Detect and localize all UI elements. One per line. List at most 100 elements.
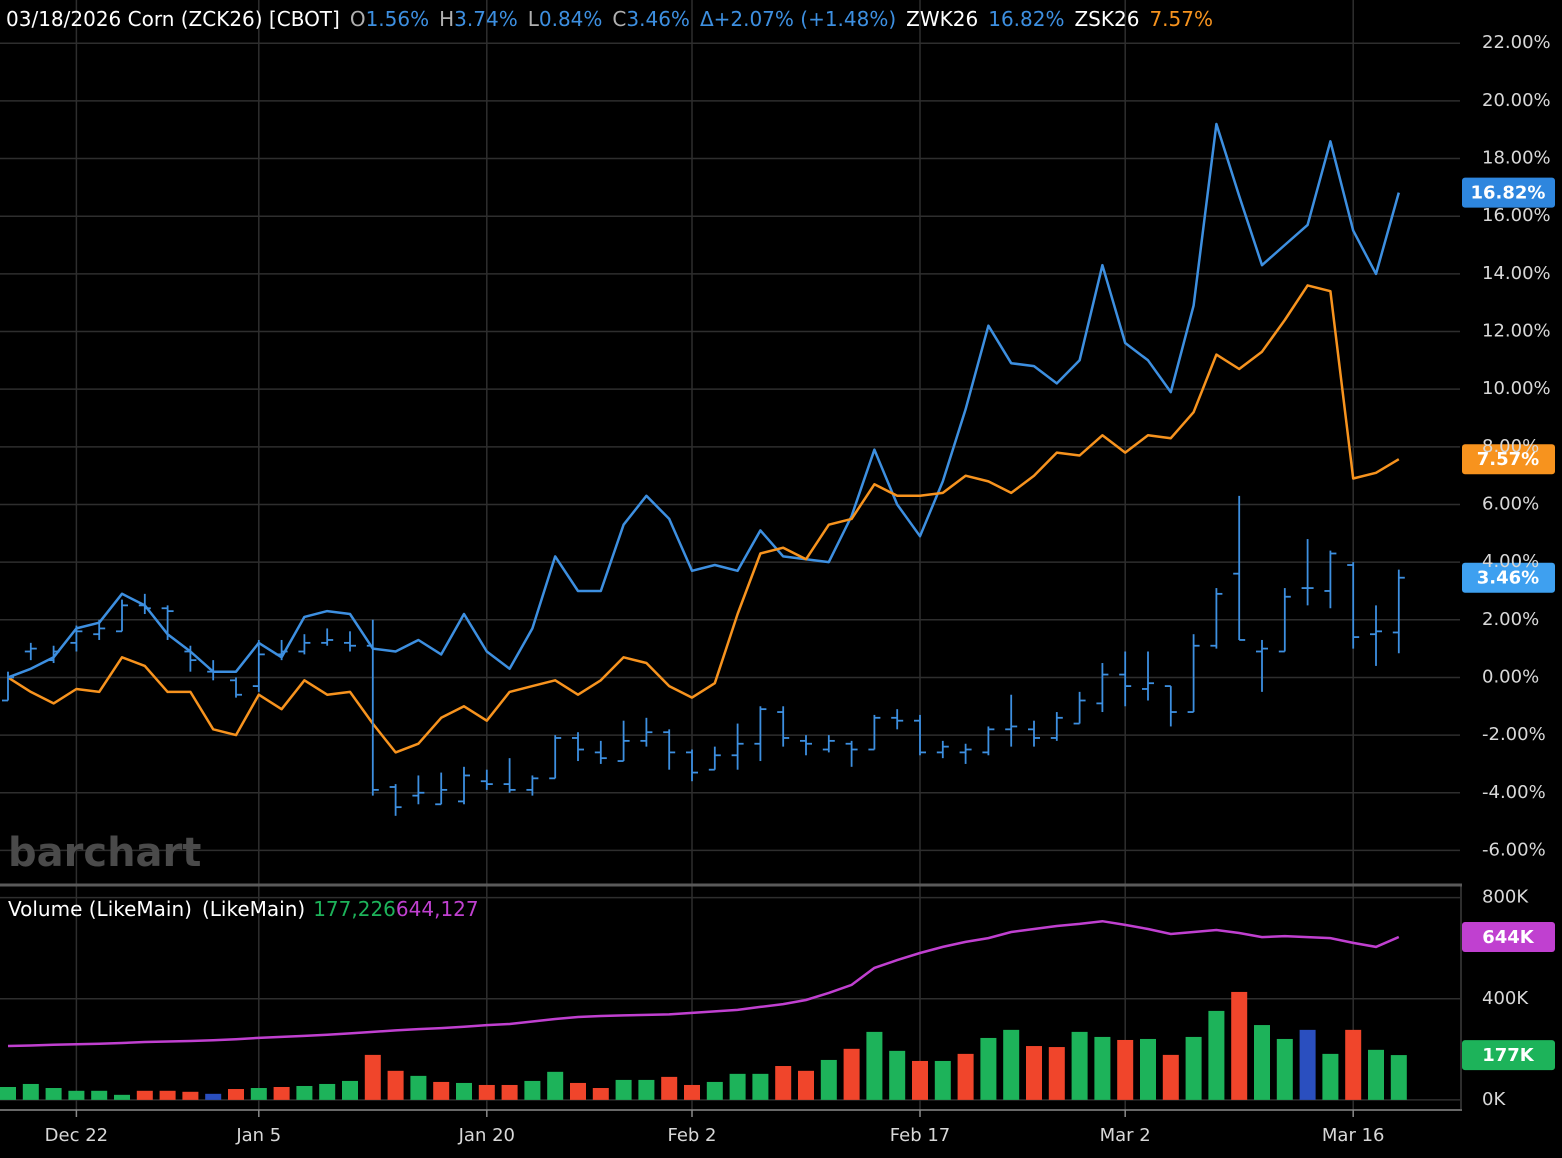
legend-name: ZSK26	[1074, 7, 1139, 31]
price-line	[7, 284, 1400, 754]
volume-bar	[22, 1083, 39, 1100]
volume-bar	[524, 1080, 541, 1100]
volume-bar	[1003, 1029, 1020, 1100]
volume-bar	[661, 1076, 678, 1100]
volume-bar	[250, 1088, 267, 1100]
volume-bar	[684, 1084, 700, 1100]
volume-bar	[296, 1085, 313, 1100]
badge-box	[1462, 1040, 1555, 1071]
volume-bar	[615, 1079, 632, 1100]
volume-bar	[775, 1066, 792, 1100]
volume-bar	[1276, 1038, 1293, 1100]
volume-bar	[228, 1089, 244, 1100]
volume-bar	[1368, 1049, 1384, 1100]
y-tick-label: -2.00%	[1482, 724, 1546, 745]
volume-bar	[91, 1090, 108, 1100]
y-tick-label: 2.00%	[1482, 609, 1539, 630]
volume-bar	[387, 1070, 404, 1100]
badge-label: 7.57%	[1477, 449, 1539, 470]
volume-bar	[1117, 1039, 1134, 1100]
badge-label: 177K	[1482, 1045, 1535, 1066]
legend-value: 644,127	[396, 897, 479, 921]
volume-bar	[1026, 1046, 1042, 1100]
y-tick-label: 10.00%	[1482, 378, 1551, 399]
badge-box	[1462, 177, 1555, 208]
x-tick-label: Feb 17	[890, 1125, 951, 1146]
y-tick-label: 6.00%	[1482, 493, 1539, 514]
volume-bar	[1322, 1053, 1339, 1100]
volume-bar	[114, 1094, 130, 1100]
volume-bar	[1299, 1029, 1316, 1100]
volume-bar	[1048, 1047, 1065, 1100]
readout-key: O	[350, 7, 366, 31]
volume-bar	[934, 1060, 951, 1100]
volume-bar	[1185, 1036, 1202, 1100]
y-tick-label: 14.00%	[1482, 263, 1551, 284]
volume-bar	[364, 1054, 381, 1100]
marks	[0, 122, 1407, 1100]
volume-bar	[1231, 991, 1248, 1100]
volume-bar	[501, 1084, 518, 1100]
volume-bar	[729, 1073, 746, 1100]
y-tick-label: 0.00%	[1482, 666, 1539, 687]
volume-bar	[706, 1081, 723, 1100]
volume-bar	[1208, 1010, 1225, 1100]
volume-bar	[159, 1090, 176, 1100]
header: 03/18/2026 Corn (ZCK26) [CBOT] O1.56% H3.7…	[6, 7, 1213, 31]
volume-bar	[866, 1031, 883, 1100]
volume-bar	[638, 1079, 655, 1100]
change-readout: Δ+2.07% (+1.48%)	[700, 7, 896, 31]
badge-box	[1462, 562, 1555, 593]
readout-value: 0.84%	[539, 7, 603, 31]
volume-bar	[889, 1050, 906, 1100]
volume-bar	[798, 1070, 814, 1100]
y-tick-label: 0K	[1482, 1089, 1506, 1110]
volume-bar	[478, 1084, 495, 1100]
volume-bar	[592, 1088, 609, 1100]
readout-value: 3.74%	[454, 7, 518, 31]
volume-bar	[843, 1048, 860, 1100]
header-title: 03/18/2026 Corn (ZCK26) [CBOT]	[6, 7, 340, 31]
readout-key: H	[439, 7, 454, 31]
volume-bar	[0, 1086, 16, 1100]
volume-bar	[570, 1082, 586, 1100]
volume-bar	[205, 1093, 222, 1100]
y-tick-label: 12.00%	[1482, 321, 1551, 342]
volume-bar	[912, 1060, 928, 1100]
price-line	[7, 122, 1401, 679]
legend-value: 16.82%	[988, 7, 1064, 31]
x-tick-label: Feb 2	[667, 1125, 716, 1146]
volume-bar	[319, 1083, 336, 1100]
readout-key: C	[612, 7, 626, 31]
volume-bar	[1390, 1055, 1407, 1100]
volume-bar	[1071, 1031, 1088, 1100]
volume-bar	[1345, 1029, 1362, 1100]
y-tick-label: -6.00%	[1482, 839, 1546, 860]
volume-bar	[820, 1059, 837, 1100]
badges: 16.82% 7.57% 3.46% 177K 644K	[1462, 177, 1555, 1071]
volume-bar	[1254, 1025, 1270, 1100]
x-tick-label: Mar 16	[1322, 1125, 1385, 1146]
volume-bar	[957, 1053, 974, 1100]
watermark: barchart	[8, 830, 201, 876]
legend-name: ZWK26	[906, 7, 978, 31]
volume-bar	[410, 1075, 427, 1100]
legend-value: 7.57%	[1149, 7, 1213, 31]
readout-key: L	[528, 7, 540, 31]
volume-bar	[1094, 1036, 1111, 1100]
volume-bar	[547, 1071, 564, 1100]
volume-bar	[980, 1037, 997, 1100]
x-tick-label: Jan 5	[235, 1125, 281, 1146]
volume-bar	[1162, 1054, 1179, 1100]
grid	[0, 0, 1460, 1117]
x-tick-label: Jan 20	[458, 1125, 515, 1146]
volume-bar	[136, 1090, 153, 1100]
y-tick-label: 22.00%	[1482, 32, 1551, 53]
legend-name: (LikeMain)	[202, 897, 305, 921]
readout-value: 3.46%	[626, 7, 690, 31]
volume-bar	[456, 1082, 472, 1100]
x-tick-label: Dec 22	[45, 1125, 108, 1146]
volume-bar	[273, 1086, 290, 1100]
badge-label: 644K	[1482, 927, 1535, 948]
